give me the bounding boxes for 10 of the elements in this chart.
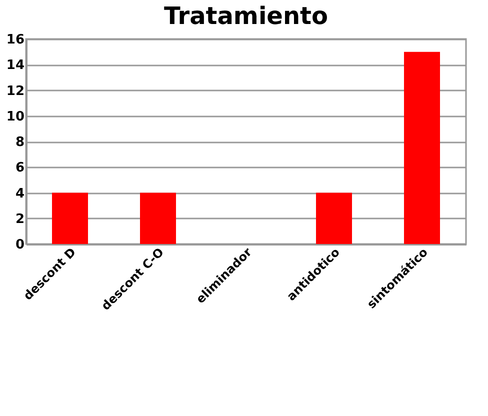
y-tick-label: 0	[15, 238, 24, 252]
y-tick-label: 8	[15, 135, 24, 150]
y-tick-label: 12	[6, 84, 24, 99]
y-tick-label: 14	[6, 58, 24, 74]
y-tick-label: 10	[6, 109, 24, 124]
y-tick-label: 16	[6, 32, 24, 48]
y-tick-label: 4	[15, 186, 24, 202]
y-tick-label: 2	[15, 212, 24, 227]
y-tick-label: 6	[15, 160, 24, 176]
chart-title: Tratamiento	[164, 2, 328, 30]
